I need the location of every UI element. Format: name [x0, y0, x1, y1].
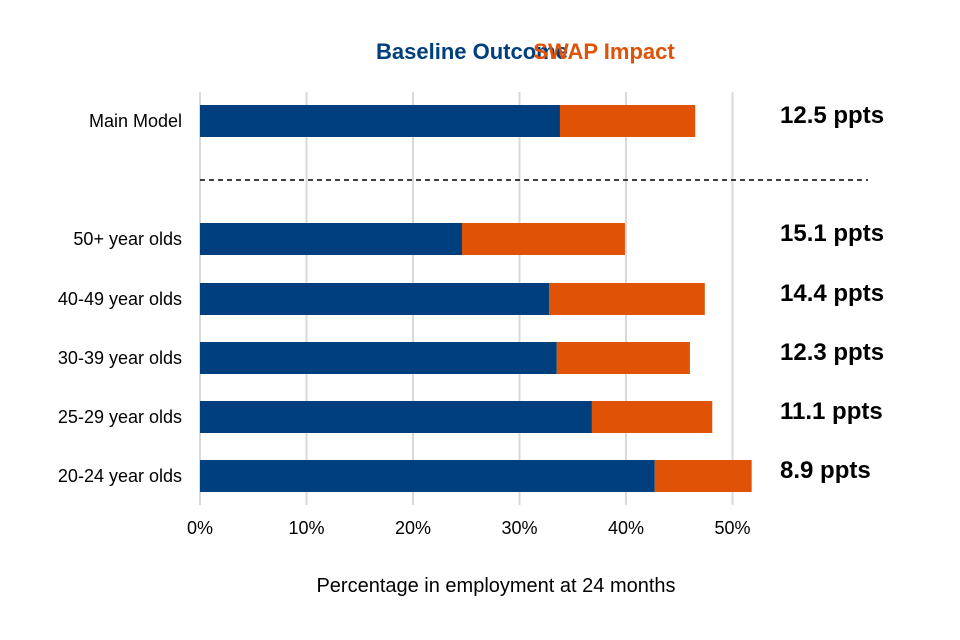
bars: [200, 105, 752, 492]
bar-baseline-outcome: [200, 223, 462, 255]
category-label: Main Model: [89, 111, 182, 131]
legend-entry: SWAP Impact: [533, 39, 675, 64]
bar-swap-impact: [549, 283, 705, 315]
impact-label: 12.3 ppts: [780, 339, 884, 366]
bar-baseline-outcome: [200, 105, 560, 137]
impact-label: 14.4 ppts: [780, 280, 884, 307]
impact-label: 15.1 ppts: [780, 220, 884, 247]
x-tick-label: 10%: [288, 518, 324, 538]
impact-label: 8.9 ppts: [780, 457, 871, 484]
bar-swap-impact: [556, 342, 690, 374]
impact-label: 11.1 ppts: [780, 398, 883, 425]
bar-baseline-outcome: [200, 283, 550, 315]
category-label: 20-24 year olds: [58, 466, 182, 486]
bar-baseline-outcome: [200, 342, 557, 374]
bar-swap-impact: [461, 223, 625, 255]
labels: Main Model 12.5 ppts 50+ year olds 15.1 ppt…: [58, 39, 884, 597]
impact-label: 12.5 ppts: [780, 102, 884, 129]
bar-baseline-outcome: [200, 460, 655, 492]
bar-swap-impact: [654, 460, 752, 492]
x-tick-label: 30%: [501, 518, 537, 538]
x-axis-title: Percentage in employment at 24 months: [316, 575, 675, 597]
legend-entry: Baseline Outcome: [376, 39, 568, 64]
x-tick-label: 0%: [187, 518, 213, 538]
x-tick-label: 40%: [608, 518, 644, 538]
category-label: 40-49 year olds: [58, 289, 182, 309]
category-label: 50+ year olds: [73, 229, 182, 249]
x-tick-label: 20%: [395, 518, 431, 538]
x-tick-label: 50%: [714, 518, 750, 538]
category-label: 25-29 year olds: [58, 407, 182, 427]
bar-swap-impact: [591, 401, 713, 433]
category-label: 30-39 year olds: [58, 348, 182, 368]
bar-baseline-outcome: [200, 401, 592, 433]
bar-swap-impact: [559, 105, 696, 137]
